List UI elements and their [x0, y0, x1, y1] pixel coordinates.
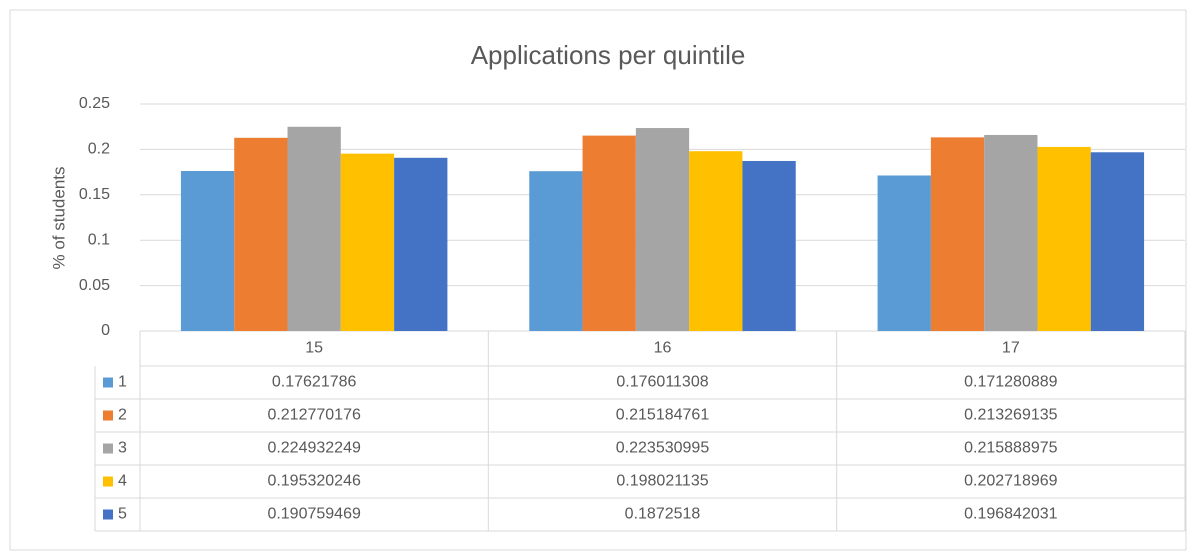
- bar: [930, 137, 985, 331]
- bar: [234, 137, 288, 331]
- chart-title: Applications per quintile: [471, 40, 746, 70]
- table-cell: 0.212770176: [267, 407, 361, 424]
- bar: [1090, 152, 1145, 331]
- y-tick-label: 0.2: [88, 141, 110, 158]
- y-tick-label: 0: [101, 322, 110, 339]
- table-cell: 0.171280889: [964, 374, 1058, 391]
- y-tick-label: 0.1: [88, 231, 110, 248]
- table-cell: 0.223530995: [616, 440, 710, 457]
- y-axis-label: % of students: [49, 166, 68, 269]
- y-tick-label: 0.15: [79, 186, 110, 203]
- legend-swatch: [103, 443, 113, 454]
- bar: [984, 134, 1038, 331]
- table-cell: 0.196842031: [964, 506, 1058, 523]
- legend-label: 1: [118, 374, 127, 391]
- legend-swatch: [103, 476, 113, 487]
- table-cell: 0.202718969: [964, 473, 1058, 490]
- x-tick-label: 17: [1002, 340, 1020, 357]
- table-cell: 0.198021135: [616, 473, 708, 490]
- table-cell: 0.224932249: [267, 440, 361, 457]
- bar: [180, 170, 235, 331]
- bar: [742, 160, 796, 331]
- legend-swatch: [103, 410, 113, 421]
- table-cell: 0.195320246: [267, 473, 361, 490]
- table-cell: 0.213269135: [964, 407, 1058, 424]
- bar: [529, 171, 583, 331]
- y-tick-label: 0.25: [79, 95, 110, 112]
- table-cell: 0.17621786: [272, 374, 357, 391]
- table-cell: 0.176011308: [616, 374, 708, 391]
- legend-label: 3: [118, 440, 127, 457]
- y-tick-label: 0.05: [79, 277, 110, 294]
- legend-swatch: [103, 509, 113, 520]
- bar: [340, 153, 395, 331]
- x-tick-label: 15: [305, 340, 323, 357]
- bar: [1037, 146, 1091, 331]
- legend-swatch: [103, 377, 113, 388]
- table-cell: 0.1872518: [625, 506, 701, 523]
- bar: [635, 128, 690, 331]
- x-tick-label: 16: [654, 340, 672, 357]
- legend-label: 5: [118, 506, 127, 523]
- bar: [287, 126, 341, 331]
- bar: [394, 157, 448, 331]
- bar: [689, 151, 743, 331]
- legend-label: 4: [118, 473, 127, 490]
- table-cell: 0.215184761: [616, 407, 710, 424]
- bar: [877, 175, 931, 331]
- legend-label: 2: [118, 407, 127, 424]
- table-cell: 0.215888975: [964, 440, 1058, 457]
- table-cell: 0.190759469: [267, 506, 361, 523]
- bar: [582, 135, 636, 331]
